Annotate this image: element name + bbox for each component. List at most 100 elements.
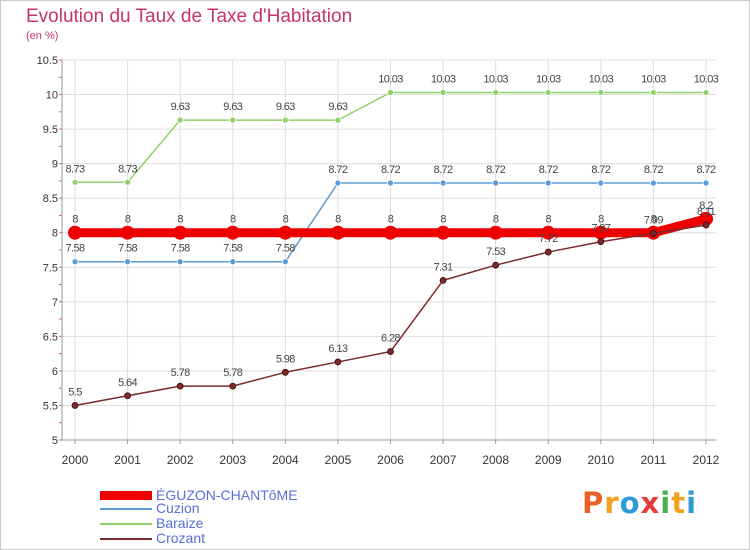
series-point-0 <box>541 225 556 240</box>
series-point-3 <box>492 261 500 269</box>
series-point-2 <box>439 89 447 96</box>
y-tick-label: 9.5 <box>43 124 58 136</box>
x-tick-label: 2012 <box>693 453 720 467</box>
data-label: 9.63 <box>223 101 242 113</box>
y-tick-label: 10 <box>46 90 58 102</box>
legend-label: Baraize <box>156 515 204 531</box>
data-label: 8.72 <box>539 164 558 176</box>
legend-swatch <box>100 522 152 525</box>
series-point-1 <box>124 258 131 266</box>
data-label: 8.72 <box>696 164 715 176</box>
data-label: 8 <box>72 214 78 226</box>
series-point-3 <box>71 402 79 409</box>
logo-letter: i <box>686 486 698 520</box>
series-point-3 <box>229 382 237 390</box>
chart-unit: (en %) <box>26 30 59 42</box>
series-point-0 <box>699 211 713 226</box>
series-point-2 <box>702 89 710 96</box>
series-point-2 <box>650 89 657 96</box>
series-point-1 <box>702 179 710 187</box>
y-tick-label: 8.5 <box>43 193 58 205</box>
data-label: 7.87 <box>591 223 610 235</box>
series-point-3 <box>387 348 394 355</box>
data-label: 7.58 <box>171 243 190 255</box>
data-label: 8.72 <box>328 164 347 176</box>
x-tick-label: 2010 <box>587 453 614 467</box>
series-point-1 <box>597 179 605 187</box>
y-tick-label: 7 <box>52 297 58 309</box>
x-tick-label: 2011 <box>641 453 667 467</box>
data-label: 5.78 <box>223 367 242 379</box>
data-label: 8 <box>230 214 236 226</box>
series-point-0 <box>383 225 398 240</box>
data-label: 10.03 <box>378 73 403 85</box>
series-point-2 <box>544 89 552 96</box>
logo-letter: x <box>640 486 661 520</box>
data-label: 10.03 <box>641 73 666 85</box>
x-tick-label: 2000 <box>62 453 89 467</box>
series-point-3 <box>334 358 342 366</box>
series-point-1 <box>176 258 184 266</box>
y-tick-label: 5 <box>52 435 58 447</box>
series-point-3 <box>176 382 184 390</box>
y-tick-label: 6 <box>52 366 58 378</box>
data-label: 8.72 <box>434 164 453 176</box>
logo-letter: P <box>582 486 605 520</box>
data-label: 8.73 <box>118 163 137 175</box>
series-point-3 <box>544 248 552 256</box>
series-point-1 <box>439 179 447 187</box>
series-point-2 <box>71 178 79 186</box>
logo-letter: i <box>660 486 672 520</box>
data-label: 8.72 <box>486 164 505 176</box>
legend-label: ÉGUZON-CHANTôME <box>156 487 298 503</box>
x-tick-label: 2005 <box>325 453 352 467</box>
logo-letter: t <box>671 486 687 520</box>
logo-letter: o <box>619 486 641 520</box>
data-label: 9.63 <box>328 101 347 113</box>
series-point-0 <box>225 225 240 240</box>
y-tick-label: 9 <box>52 159 58 171</box>
data-label: 5.98 <box>276 353 295 365</box>
data-label: 8.72 <box>591 164 610 176</box>
y-tick-label: 5.5 <box>43 400 58 412</box>
data-label: 8 <box>651 214 657 226</box>
x-tick-label: 2007 <box>430 453 457 467</box>
data-label: 10.03 <box>431 73 456 85</box>
legend-label: Crozant <box>156 530 206 546</box>
data-label: 8 <box>388 214 394 226</box>
series-point-1 <box>650 179 657 187</box>
data-label: 7.31 <box>434 261 453 273</box>
series-point-0 <box>278 225 293 240</box>
series-point-2 <box>124 178 131 186</box>
y-tick-label: 7.5 <box>43 262 58 274</box>
series-point-3 <box>439 276 447 284</box>
data-label: 8 <box>545 214 551 226</box>
series-point-0 <box>68 225 82 240</box>
x-tick-label: 2002 <box>167 453 194 467</box>
data-label: 5.78 <box>171 367 190 379</box>
series-point-1 <box>229 258 237 266</box>
series-point-3 <box>124 392 131 400</box>
series-point-0 <box>173 225 188 240</box>
data-label: 7.58 <box>65 243 84 255</box>
series-point-2 <box>176 116 184 124</box>
data-label: 7.53 <box>486 246 505 258</box>
data-label: 8 <box>440 214 446 226</box>
x-tick-label: 2004 <box>272 453 299 467</box>
data-label: 8.11 <box>697 206 716 218</box>
data-label: 8 <box>283 214 289 226</box>
data-label: 8 <box>493 214 499 226</box>
series-point-2 <box>492 89 500 96</box>
series-point-1 <box>387 179 394 187</box>
data-label: 8.73 <box>65 163 84 175</box>
data-label: 9.63 <box>276 101 295 113</box>
series-point-0 <box>436 225 451 240</box>
series-point-0 <box>488 225 503 240</box>
legend-swatch <box>100 507 152 510</box>
data-label: 8.72 <box>644 164 663 176</box>
data-label: 7.99 <box>644 214 663 226</box>
series-point-3 <box>281 368 289 376</box>
x-tick-label: 2006 <box>377 453 404 467</box>
data-label: 10.03 <box>589 73 614 85</box>
